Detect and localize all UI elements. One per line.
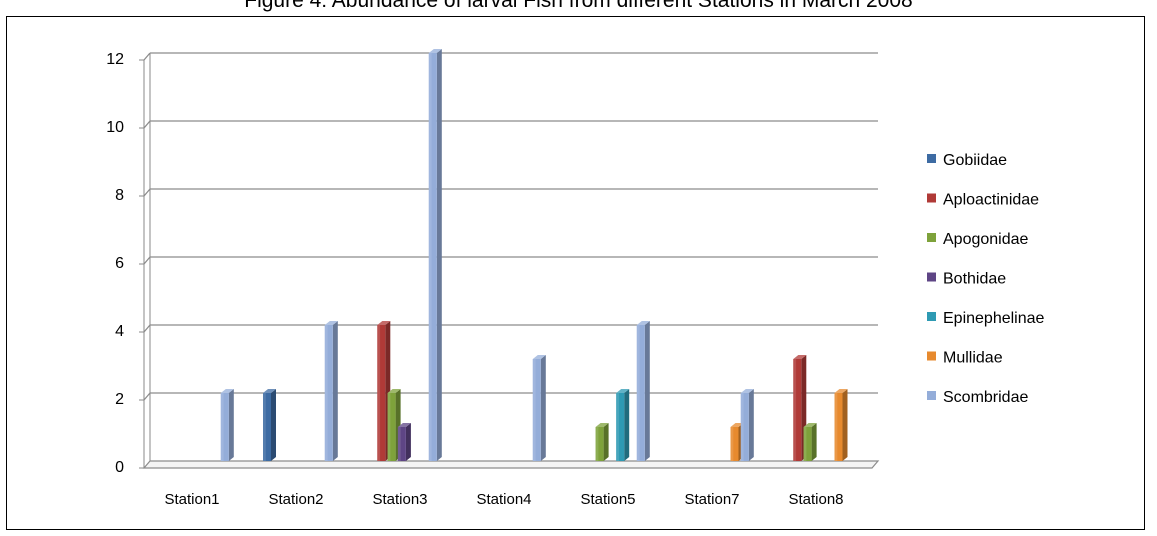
x-category-label: Station4	[476, 491, 531, 508]
legend: Gobiidae Aploactinidae Apogonidae Bothidae E…	[927, 152, 1045, 406]
chart-frame	[6, 16, 1145, 530]
figure-caption: Figure 4: Abundance of larval Fish from …	[244, 0, 913, 12]
bar-apogonidae-station5	[595, 423, 609, 461]
legend-label: Epinephelinae	[943, 310, 1045, 327]
x-category-label: Station2	[268, 491, 323, 508]
y-tick-label: 8	[115, 187, 124, 204]
x-axis-categories: Station1 Station2 Station3 Station4 Station5…	[164, 491, 843, 508]
y-tick-label: 4	[115, 323, 124, 340]
bar-scombridae-station1	[220, 389, 234, 461]
y-tick-label: 10	[106, 119, 124, 136]
y-tick-label: 2	[115, 391, 124, 408]
legend-swatch	[927, 193, 936, 203]
bar-epinephelinae-station5	[616, 389, 630, 461]
legend-swatch	[927, 154, 936, 163]
legend-label: Apogonidae	[943, 231, 1029, 248]
y-tick-label: 0	[115, 459, 124, 476]
legend-swatch	[927, 351, 936, 361]
bars	[220, 49, 848, 461]
legend-label: Gobiidae	[943, 152, 1007, 169]
legend-swatch	[927, 272, 936, 282]
legend-swatch	[927, 312, 936, 321]
y-tick-label: 6	[115, 255, 124, 272]
bar-apogonidae-station8	[803, 423, 817, 461]
bar-scombridae-station4	[532, 355, 546, 461]
bar-mullidae-station8	[834, 389, 848, 461]
legend-label: Scombridae	[943, 389, 1028, 406]
x-category-label: Station7	[684, 491, 739, 508]
x-category-label: Station8	[788, 491, 843, 508]
legend-label: Bothidae	[943, 271, 1006, 288]
bar-scombridae-station3	[428, 49, 442, 461]
x-category-label: Station3	[372, 491, 427, 508]
bar-scombridae-station5	[636, 321, 650, 461]
legend-swatch	[927, 233, 936, 242]
chart-floor	[142, 460, 880, 469]
y-tick-label: 12	[106, 51, 124, 68]
x-category-label: Station5	[580, 491, 635, 508]
legend-label: Aploactinidae	[943, 192, 1039, 209]
y-axis-ticks: 0 2 4 6 8 10 12	[106, 51, 144, 476]
bar-scombridae-station7	[740, 389, 754, 461]
bar-bothidae-station3	[397, 423, 411, 461]
x-category-label: Station1	[164, 491, 219, 508]
bar-gobiidae-station2	[263, 389, 276, 461]
legend-label: Mullidae	[943, 350, 1003, 367]
grid-lines	[142, 52, 880, 469]
legend-swatch	[927, 391, 936, 400]
bar-scombridae-station2	[324, 321, 338, 461]
